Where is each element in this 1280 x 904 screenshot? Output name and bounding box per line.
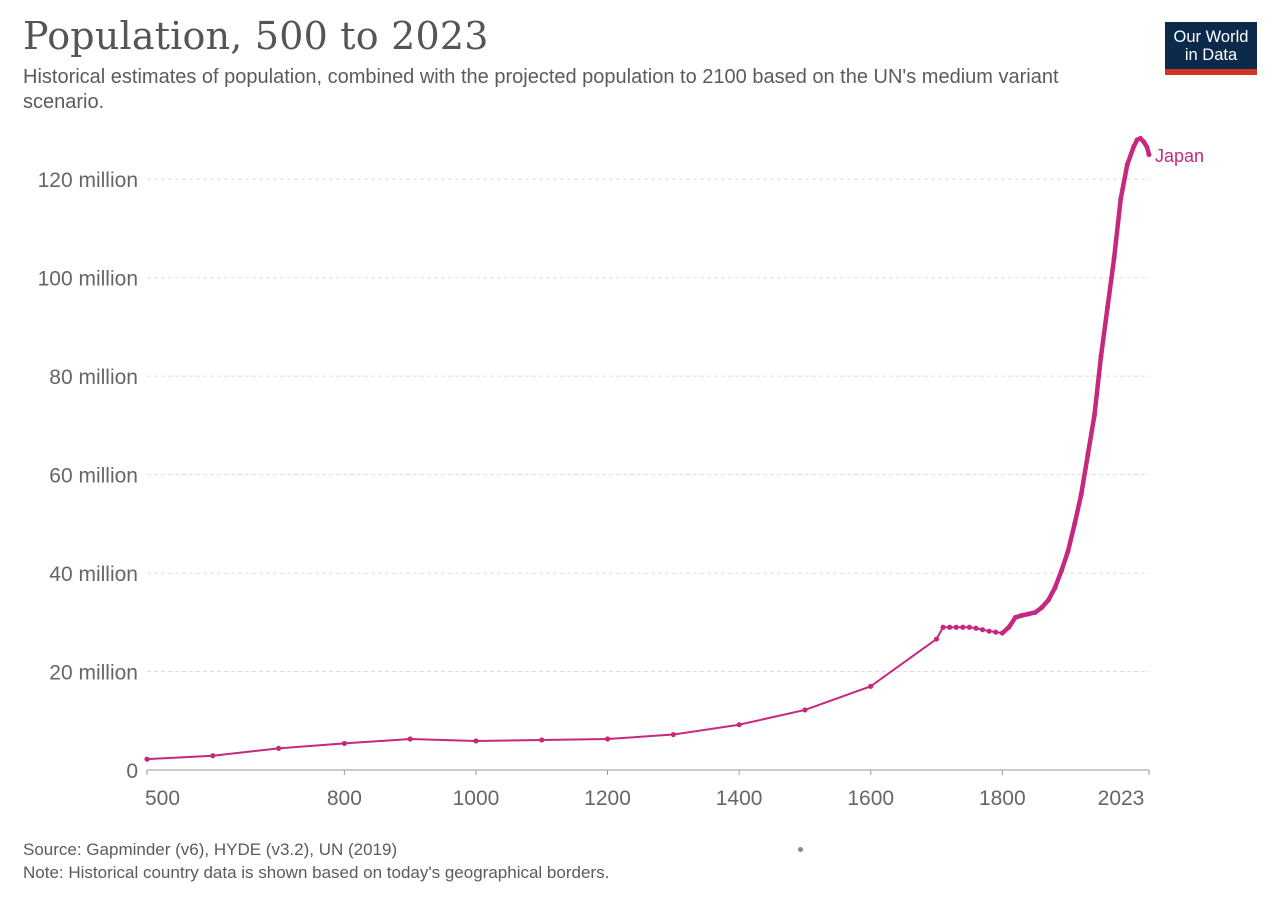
x-tick-label: 1200: [584, 787, 631, 810]
source-text: Source: Gapminder (v6), HYDE (v3.2), UN …: [23, 840, 398, 859]
data-point: [973, 625, 979, 631]
data-point: [1039, 605, 1045, 611]
data-point: [736, 722, 742, 728]
data-point: [1019, 612, 1025, 618]
x-tick-label: 2023: [1098, 787, 1145, 810]
data-point: [407, 736, 413, 742]
y-tick-label: 40 million: [49, 563, 138, 586]
data-point: [993, 629, 999, 635]
x-tick-label: 800: [327, 787, 362, 810]
series-line-japan: [146, 137, 1150, 761]
x-tick-label: 1000: [453, 787, 500, 810]
data-point: [1065, 548, 1071, 554]
grid-lines: [147, 178, 1149, 673]
data-point: [1111, 255, 1117, 261]
x-tick-label: 500: [145, 787, 180, 810]
chart-title: Population, 500 to 2023: [23, 14, 489, 58]
y-tick-label: 120 million: [38, 169, 138, 192]
data-point: [1085, 452, 1091, 458]
logo-line-1: Our World: [1173, 28, 1249, 46]
data-point: [539, 737, 545, 743]
data-point: [1032, 609, 1038, 615]
data-point: [1078, 491, 1084, 497]
data-point: [210, 753, 216, 759]
data-point: [473, 738, 479, 744]
data-point: [986, 628, 992, 634]
series-line-dense: [1000, 136, 1152, 636]
data-point: [275, 745, 282, 751]
data-point: [1026, 611, 1032, 617]
data-point: [966, 624, 972, 630]
data-point: [1012, 614, 1018, 620]
data-point: [1045, 597, 1051, 603]
data-point: [947, 624, 953, 630]
chart-subtitle: Historical estimates of population, comb…: [23, 66, 1059, 113]
y-tick-label: 60 million: [49, 465, 138, 488]
data-point: [1144, 144, 1150, 150]
data-point: [1137, 135, 1143, 141]
owid-logo[interactable]: Our World in Data: [1165, 22, 1257, 75]
data-point: [1131, 143, 1137, 149]
data-point: [953, 624, 959, 630]
data-point: [1146, 152, 1152, 158]
data-point: [868, 683, 874, 689]
data-point: [1058, 568, 1064, 574]
data-point: [933, 636, 940, 642]
axes: 0 20 million 40 million 60 million 80 millio…: [38, 169, 1150, 810]
x-tick-label: 1400: [716, 787, 763, 810]
chart-footer: Source: Gapminder (v6), HYDE (v3.2), UN …: [23, 838, 609, 884]
pagination-dot[interactable]: [798, 847, 803, 852]
series-layer: Japan: [144, 135, 1204, 762]
data-point: [1098, 353, 1104, 359]
data-point: [960, 624, 966, 630]
y-tick-label: 100 million: [38, 268, 138, 291]
y-tick-label: 0: [126, 760, 138, 783]
y-tick-label: 80 million: [49, 366, 138, 389]
data-point: [1105, 304, 1111, 310]
data-point: [1091, 413, 1097, 419]
data-point: [144, 756, 150, 762]
data-point: [1118, 196, 1124, 202]
data-point: [940, 624, 946, 630]
note-text: Note: Historical country data is shown b…: [23, 863, 610, 882]
data-point: [604, 736, 611, 742]
data-point: [341, 740, 347, 747]
data-point: [1006, 624, 1012, 630]
data-point: [1141, 139, 1147, 145]
data-point: [979, 627, 986, 633]
data-point: [670, 731, 676, 738]
x-tick-label: 1600: [847, 787, 894, 810]
x-tick-label: 1800: [979, 787, 1026, 810]
data-point: [1124, 161, 1130, 167]
data-point: [999, 630, 1005, 636]
y-tick-label: 20 million: [49, 662, 138, 685]
data-point: [1072, 521, 1078, 527]
data-point: [1052, 585, 1058, 591]
series-label: Japan: [1155, 146, 1204, 166]
logo-accent-bar: [1165, 69, 1257, 75]
data-point: [802, 707, 808, 713]
logo-line-2: in Data: [1184, 46, 1238, 64]
